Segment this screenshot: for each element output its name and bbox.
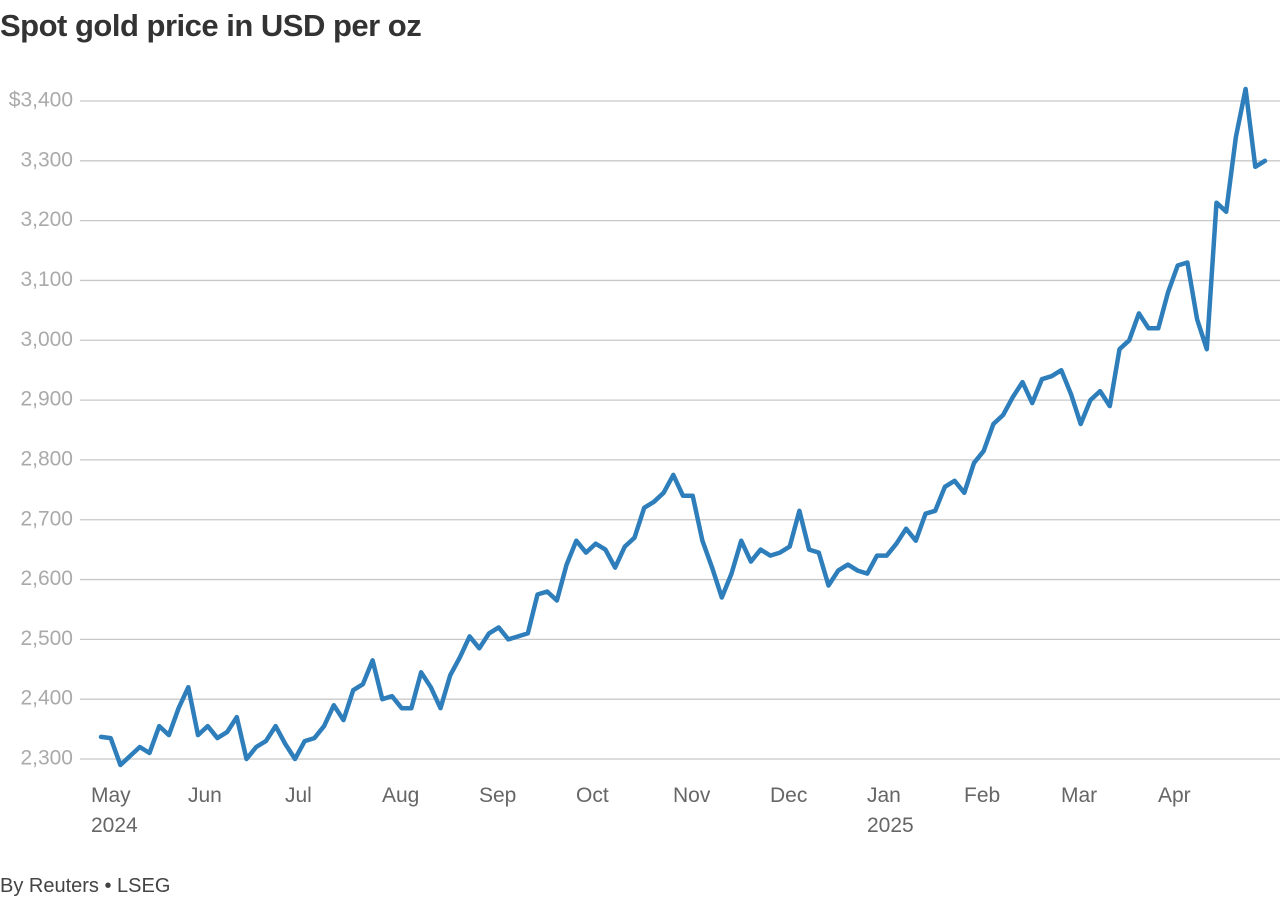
y-tick-label: 2,900 bbox=[20, 388, 73, 411]
x-tick-label: Jan 2025 bbox=[867, 784, 914, 837]
x-tick-label: Sep bbox=[479, 784, 517, 807]
x-tick-label: Feb bbox=[964, 784, 1001, 807]
y-tick-label: 2,300 bbox=[20, 747, 73, 770]
x-tick-label: Jun bbox=[188, 784, 222, 807]
y-tick-label: 2,600 bbox=[20, 567, 73, 590]
x-tick-label: Jul bbox=[285, 784, 312, 807]
y-tick-label: $3,400 bbox=[9, 89, 73, 112]
y-tick-label: 2,400 bbox=[20, 687, 73, 710]
y-tick-label: 2,800 bbox=[20, 447, 73, 470]
y-tick-label: 3,200 bbox=[20, 208, 73, 231]
price-line bbox=[98, 86, 1268, 768]
y-tick-label: 2,500 bbox=[20, 627, 73, 650]
chart-title: Spot gold price in USD per oz bbox=[0, 8, 422, 43]
source-note: By Reuters • LSEG bbox=[0, 875, 171, 897]
x-tick-label: May 2024 bbox=[91, 784, 138, 837]
y-tick-label: 3,000 bbox=[20, 328, 73, 351]
y-tick-label: 3,300 bbox=[20, 148, 73, 171]
x-tick-label: Nov bbox=[673, 784, 711, 807]
x-tick-label: Dec bbox=[770, 784, 808, 807]
y-tick-label: 3,100 bbox=[20, 268, 73, 291]
x-tick-label: Mar bbox=[1061, 784, 1098, 807]
y-tick-label: 2,700 bbox=[20, 507, 73, 530]
x-tick-label: Apr bbox=[1158, 784, 1191, 807]
x-tick-label: Oct bbox=[576, 784, 609, 807]
x-tick-label: Aug bbox=[382, 784, 420, 807]
